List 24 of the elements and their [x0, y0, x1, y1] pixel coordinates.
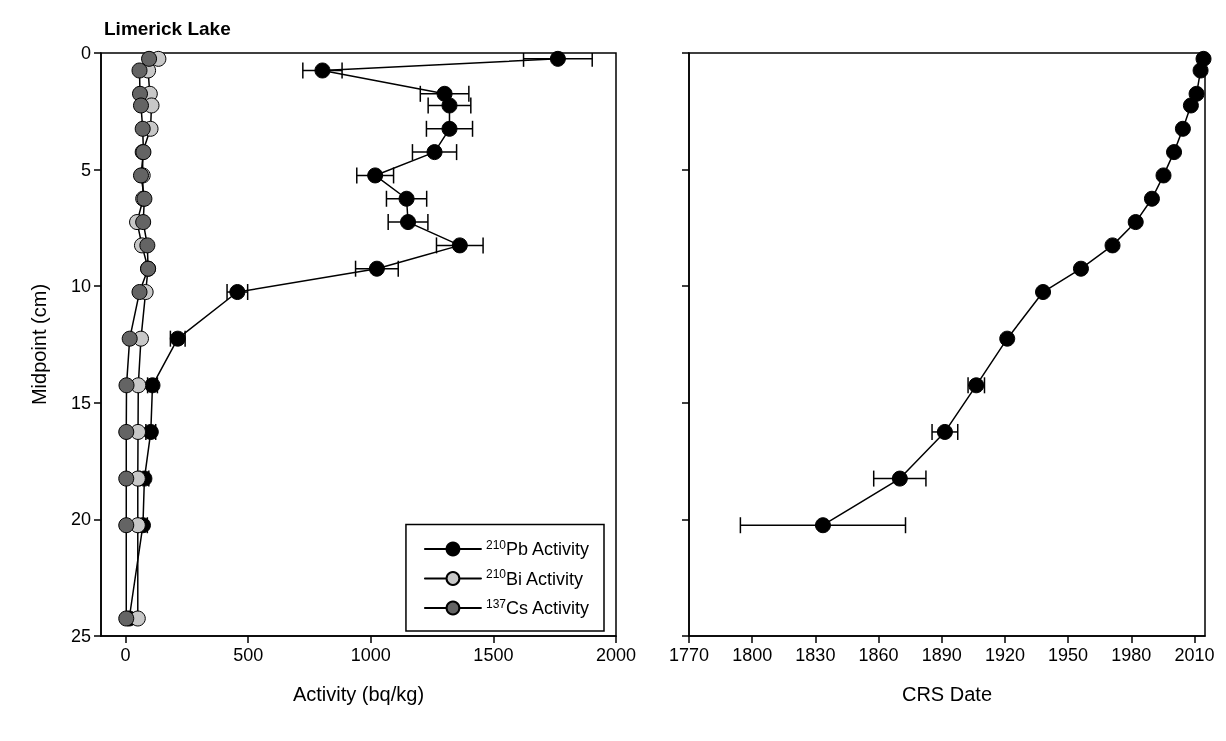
y-tick-label: 20: [70, 509, 91, 530]
y-tick-label: 5: [80, 159, 91, 180]
x-tick-label: 1890: [921, 645, 962, 665]
x-tick-label: 2000: [595, 645, 637, 665]
x-tick-label: 1860: [858, 645, 899, 665]
x-axis-title: Activity (bq/kg): [292, 683, 425, 705]
x-tick-label: 2010: [1174, 645, 1215, 665]
x-tick-label: 1830: [795, 645, 836, 665]
x-tick-label: 1920: [984, 645, 1025, 665]
x-tick-label: 0: [120, 645, 131, 665]
y-axis-title: Midpoint (cm): [28, 283, 50, 406]
y-tick-label: 15: [70, 392, 91, 413]
x-tick-label: 500: [233, 645, 264, 665]
x-tick-label: 1500: [473, 645, 514, 665]
x-tick-label: 1980: [1111, 645, 1152, 665]
y-tick-label: 25: [70, 626, 91, 646]
y-tick-label: 10: [70, 276, 91, 297]
chart-title: Limerick Lake: [104, 18, 231, 39]
x-tick-label: 1950: [1048, 645, 1089, 665]
x-tick-label: 1000: [350, 645, 391, 665]
x-tick-label: 1800: [732, 645, 773, 665]
x-tick-label: 1770: [668, 645, 710, 665]
y-tick-label: 0: [80, 43, 91, 63]
x-axis-title: CRS Date: [901, 683, 993, 705]
